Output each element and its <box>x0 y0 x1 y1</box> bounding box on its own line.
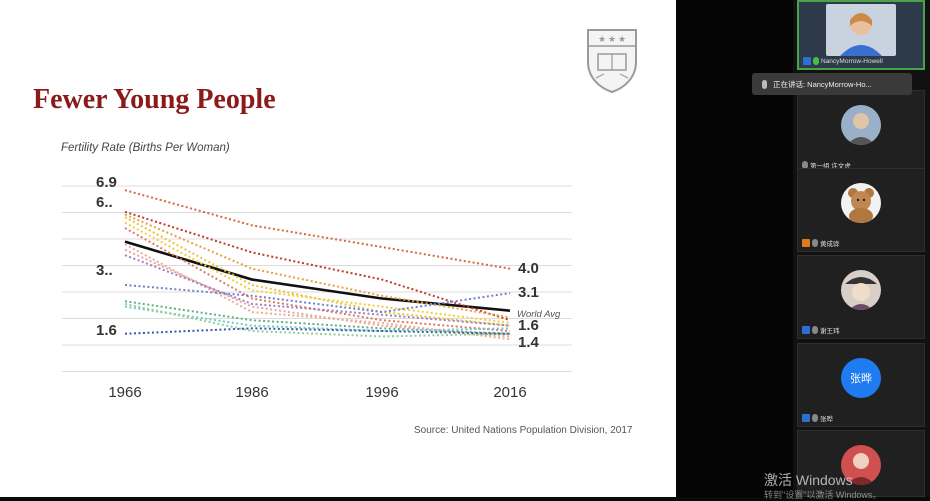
end-value-label: 1.4 <box>518 334 540 351</box>
mic-icon <box>812 239 818 247</box>
participant-name: 第一组 许文虎 <box>802 160 851 170</box>
source-citation: Source: United Nations Population Divisi… <box>414 425 633 436</box>
country-series-line <box>124 189 511 270</box>
svg-text:★: ★ <box>618 34 626 44</box>
participant-tile-3[interactable]: 谢王玮 <box>797 255 925 339</box>
participant-tile-2[interactable]: 黄成骅 <box>797 168 925 252</box>
fertility-line-chart: 1966 1986 1996 20166.96..3..1.64.03.11.61.4… <box>62 174 572 401</box>
participant-name: 谢王玮 <box>802 325 840 335</box>
chart-subtitle: Fertility Rate (Births Per Woman) <box>61 142 230 154</box>
country-series-line <box>124 305 511 333</box>
host-badge-icon <box>802 326 810 334</box>
x-tick-label: 2016 <box>493 384 526 401</box>
country-series-line <box>124 221 511 324</box>
participant-tile-0[interactable]: NancyMorrow-Howell <box>797 0 925 70</box>
teddy-bear-avatar-icon <box>841 183 881 223</box>
mic-icon <box>802 161 808 169</box>
x-tick-label: 1966 <box>108 384 141 401</box>
participant-name: NancyMorrow-Howell <box>803 57 883 65</box>
x-tick-label: 1996 <box>365 384 398 401</box>
participant-name: 黄成骅 <box>802 238 840 248</box>
host-badge-icon <box>803 57 811 65</box>
mic-icon <box>812 414 818 422</box>
country-series-line <box>124 254 511 327</box>
participant-tile-4[interactable]: 张晔 张晔 <box>797 343 925 427</box>
end-value-label: 4.0 <box>518 260 539 277</box>
svg-text:★: ★ <box>608 34 616 44</box>
video-feed-icon <box>826 4 896 56</box>
start-value-label: 3.. <box>96 262 113 279</box>
country-series-line <box>124 227 511 333</box>
country-series-line <box>124 243 511 341</box>
end-value-label: 3.1 <box>518 284 539 301</box>
character-avatar-icon <box>841 270 881 310</box>
svg-text:★: ★ <box>598 34 606 44</box>
mic-active-icon <box>813 57 819 65</box>
end-value-label: 1.6 <box>518 317 539 334</box>
mic-icon <box>812 326 818 334</box>
initials-avatar: 张晔 <box>841 358 881 398</box>
country-series-line <box>124 213 511 319</box>
country-series-line <box>124 302 511 338</box>
windows-activation-hint: 转到"设置"以激活 Windows。 <box>764 490 882 500</box>
university-shield-icon: ★ ★ ★ <box>587 29 637 94</box>
windows-activation-watermark: 激活 Windows <box>764 472 853 488</box>
cohost-badge-icon <box>802 239 810 247</box>
speaker-icon <box>762 79 767 89</box>
country-series-line <box>124 327 511 335</box>
presentation-slide: ★ ★ ★ Fewer Young People Fertility Rate … <box>0 0 676 497</box>
start-value-label: 1.6 <box>96 322 117 339</box>
x-tick-label: 1986 <box>235 384 268 401</box>
photo-avatar-icon <box>841 445 881 485</box>
country-series-line <box>124 283 511 314</box>
participant-tile-1[interactable]: 第一组 许文虎 <box>797 90 925 174</box>
country-series-line <box>124 210 511 322</box>
host-badge-icon <box>802 414 810 422</box>
participant-name: 张晔 <box>802 413 833 423</box>
speaking-indicator: 正在讲话: NancyMorrow-Ho... <box>752 73 912 95</box>
portrait-avatar-icon <box>841 105 881 145</box>
country-series-line <box>124 300 511 335</box>
world-avg-annotation: World Avg <box>517 309 561 320</box>
start-value-label: 6.9 <box>96 174 117 191</box>
participant-tile-5[interactable] <box>797 430 925 497</box>
world-avg-line <box>124 240 511 313</box>
start-value-label: 6.. <box>96 194 113 211</box>
slide-title: Fewer Young People <box>33 84 276 115</box>
